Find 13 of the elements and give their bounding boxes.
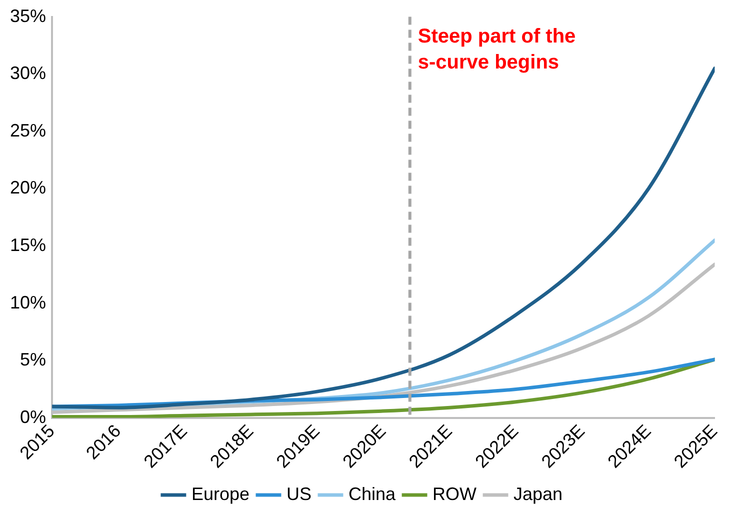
legend-label: US [286, 484, 312, 504]
y-tick-label: 5% [20, 350, 46, 370]
legend-label: Europe [191, 484, 250, 504]
ref-line-label: Steep part of the s-curve begins [418, 25, 576, 74]
y-tick-label: 20% [10, 178, 46, 198]
y-tick-label: 35% [10, 6, 46, 26]
legend-label: ROW [432, 484, 477, 504]
y-tick-label: 25% [10, 120, 46, 140]
y-tick-label: 10% [10, 292, 46, 312]
y-tick-label: 15% [10, 234, 46, 255]
legend-label: Japan [514, 484, 563, 504]
y-tick-label: 30% [10, 63, 46, 84]
legend-label: China [348, 484, 397, 504]
